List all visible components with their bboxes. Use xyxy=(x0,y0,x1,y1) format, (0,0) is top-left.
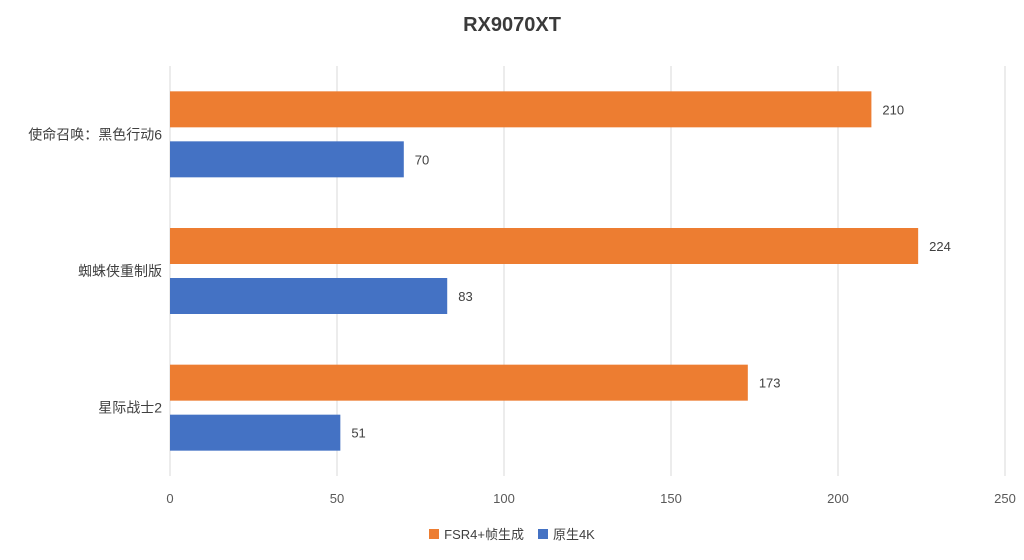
bar xyxy=(170,278,448,314)
legend-swatch xyxy=(537,528,548,539)
data-label: 210 xyxy=(882,102,904,117)
bar xyxy=(170,228,919,264)
bar xyxy=(170,414,341,451)
legend-item: 原生4K xyxy=(537,524,595,543)
bar xyxy=(170,91,872,128)
bar xyxy=(170,141,404,178)
x-tick-label: 200 xyxy=(827,491,849,506)
x-tick-label: 250 xyxy=(994,491,1016,506)
x-tick-label: 50 xyxy=(330,491,344,506)
x-tick-label: 100 xyxy=(493,491,515,506)
data-label: 224 xyxy=(929,239,951,254)
x-tick-label: 0 xyxy=(166,491,173,506)
data-label: 173 xyxy=(759,376,781,391)
data-label: 83 xyxy=(458,289,472,304)
legend-swatch xyxy=(429,528,440,539)
bar xyxy=(170,364,748,401)
category-label: 蜘蛛侠重制版 xyxy=(78,263,162,279)
x-tick-label: 150 xyxy=(660,491,682,506)
data-label: 70 xyxy=(415,152,429,167)
legend-label: 原生4K xyxy=(552,527,595,542)
category-label: 使命召唤：黑色行动6 xyxy=(28,126,162,142)
data-label: 51 xyxy=(351,426,365,441)
legend-label: FSR4+帧生成 xyxy=(444,527,524,542)
category-label: 星际战士2 xyxy=(98,400,162,416)
legend: FSR4+帧生成 原生4K xyxy=(0,524,1024,543)
chart-title: RX9070XT xyxy=(463,14,561,36)
legend-item: FSR4+帧生成 xyxy=(429,524,524,543)
